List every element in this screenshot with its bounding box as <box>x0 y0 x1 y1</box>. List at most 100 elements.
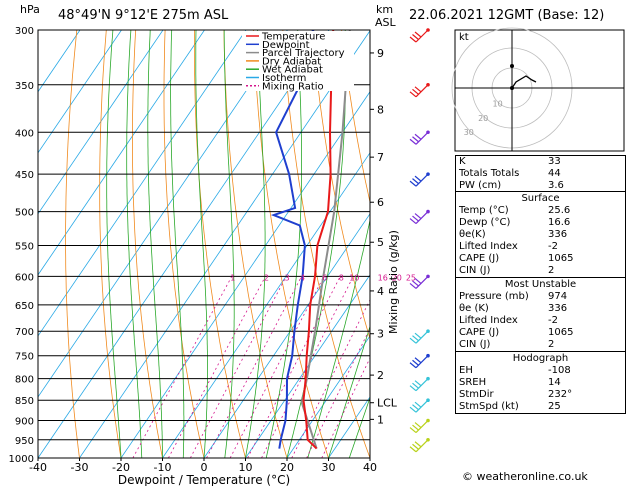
wet-adiabat-line <box>245 30 266 458</box>
surface-value: 16.6 <box>548 217 571 228</box>
hodo-label: SREH <box>459 377 487 388</box>
wind-barb <box>409 353 430 369</box>
mixing-ratio-line <box>206 276 302 458</box>
wind-barb-staff <box>415 399 429 413</box>
hodograph-unit-label: kt <box>459 32 469 43</box>
wind-barb-dot <box>426 329 430 334</box>
pressure-tick-label: 800 <box>15 375 34 386</box>
wind-barb-feather <box>409 406 417 413</box>
mixing-ratio-line <box>261 276 354 458</box>
wet-adiabat-line <box>126 30 143 458</box>
hodo-value: 14 <box>548 377 561 388</box>
wind-barb-feather <box>414 86 422 93</box>
wind-barb <box>409 209 430 225</box>
unstable-value: 2 <box>548 339 555 350</box>
hodo-value: -108 <box>548 365 571 376</box>
mixing-ratio-label: 3 <box>285 273 290 282</box>
wind-barb-feather <box>412 178 419 185</box>
plot-frame <box>37 29 371 459</box>
temp-tick-label: -10 <box>154 461 172 474</box>
wet-adiabat-line <box>328 325 370 458</box>
wind-barb-staff <box>415 378 429 392</box>
surface-label: Lifted Index <box>459 241 518 252</box>
legend-entry: Mixing Ratio <box>262 81 324 92</box>
wind-barb-staff <box>415 355 429 369</box>
wind-barb <box>409 398 430 413</box>
pressure-tick-label: 750 <box>15 352 34 363</box>
skewt-profiles <box>270 30 351 450</box>
wind-barb-feather <box>414 332 422 339</box>
temp-tick-label: 20 <box>280 461 294 474</box>
wet-adiabat-line <box>106 30 122 458</box>
stability-table: Surface Temp (°C) 25.6 Dewp (°C) 16.6 θe(K… <box>455 191 626 414</box>
wind-barb-dot <box>426 376 430 381</box>
copyright-label: © weatheronline.co.uk <box>462 470 588 483</box>
wind-barb-feather <box>414 401 422 408</box>
surface-label: Temp (°C) <box>459 205 509 216</box>
isotherm-line <box>38 30 122 154</box>
isotherm-line <box>38 30 288 398</box>
km-tick-label: LCL <box>377 397 398 410</box>
dry-adiabat-line <box>132 30 163 458</box>
hodo-value: 25 <box>548 401 561 412</box>
index-label: PW (cm) <box>459 180 502 191</box>
km-tick-label: 3 <box>377 328 384 341</box>
wind-barbs <box>409 28 430 453</box>
index-value: 44 <box>548 168 561 179</box>
unstable-title: Most Unstable <box>504 279 577 290</box>
wind-barb-feather <box>414 133 422 140</box>
pressure-tick-label: 900 <box>15 417 34 428</box>
pressure-tick-label: 500 <box>15 208 34 219</box>
wind-barb-feather <box>409 91 417 98</box>
pressure-tick-label: 600 <box>15 272 34 283</box>
index-value: 33 <box>548 156 561 167</box>
km-tick-label: 2 <box>377 369 384 382</box>
km-tick-label: 9 <box>377 47 384 60</box>
surface-value: 25.6 <box>548 205 571 216</box>
mixing-ratio-label: 16 <box>378 273 388 282</box>
hodograph-storm-marker <box>510 64 514 68</box>
mixing-ratio-label: 25 <box>406 273 416 282</box>
mixing-ratio-label: 8 <box>339 273 344 282</box>
mixing-ratio-line <box>291 299 370 458</box>
wind-barb-staff <box>415 439 429 453</box>
wind-barb-feather <box>409 218 417 225</box>
wind-barb-staff <box>415 330 429 344</box>
wind-barb-feather <box>414 277 422 284</box>
wind-barb-dot <box>426 130 430 135</box>
wind-barb-staff <box>415 211 429 225</box>
wind-barb-staff <box>415 275 429 289</box>
hodo-label: StmSpd (kt) <box>459 401 519 412</box>
hodograph-frame <box>454 29 625 152</box>
unstable-label: Pressure (mb) <box>459 291 529 302</box>
mixing-ratio-label: 10 <box>349 273 359 282</box>
wind-barb <box>409 130 430 145</box>
isotherm-line <box>162 152 370 458</box>
wind-barb-feather <box>409 36 417 43</box>
km-tick-label: 7 <box>377 151 384 164</box>
wind-barb <box>409 82 430 98</box>
hodograph-ring-label: 20 <box>478 114 488 123</box>
temp-tick-label: 30 <box>322 461 336 474</box>
wind-barb-staff <box>415 420 429 433</box>
wind-barb-feather <box>409 282 417 289</box>
legend-entry: Parcel Trajectory <box>262 48 345 59</box>
wind-barb-staff <box>415 29 429 43</box>
unstable-label: CAPE (J) <box>459 327 500 338</box>
isotherm-line <box>79 30 370 458</box>
wind-barb-dot <box>426 28 430 32</box>
wind-barb-feather <box>412 404 419 411</box>
legend-entry: Temperature <box>261 32 325 43</box>
mixing-ratio-label: 6 <box>322 273 327 282</box>
pressure-tick-label: 450 <box>15 170 34 181</box>
wind-barb-feather <box>409 446 417 453</box>
temperature-line <box>302 30 335 450</box>
wind-barb-dot <box>426 437 430 442</box>
pressure-tick-label: 550 <box>15 241 34 252</box>
wind-barb-feather <box>414 213 422 220</box>
wind-barb-dot <box>426 209 430 214</box>
hodo-value: 232° <box>548 389 573 400</box>
wind-barb-feather <box>412 382 419 389</box>
wind-barb-dot <box>426 418 430 423</box>
